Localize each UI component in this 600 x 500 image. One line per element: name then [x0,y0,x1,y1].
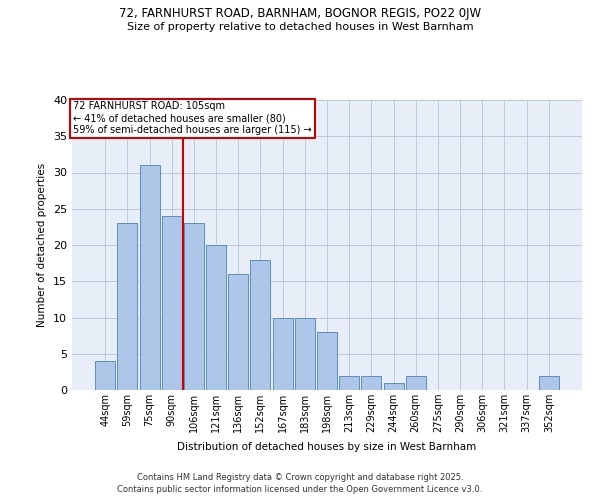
Y-axis label: Number of detached properties: Number of detached properties [37,163,47,327]
Bar [162,216,182,390]
Bar [339,376,359,390]
Bar [317,332,337,390]
Bar [361,376,382,390]
Bar [140,165,160,390]
Text: Contains HM Land Registry data © Crown copyright and database right 2025.: Contains HM Land Registry data © Crown c… [137,472,463,482]
Bar [272,318,293,390]
Bar [95,361,115,390]
Bar [539,376,559,390]
Bar [206,245,226,390]
Text: Size of property relative to detached houses in West Barnham: Size of property relative to detached ho… [127,22,473,32]
Text: 72, FARNHURST ROAD, BARNHAM, BOGNOR REGIS, PO22 0JW: 72, FARNHURST ROAD, BARNHAM, BOGNOR REGI… [119,8,481,20]
Bar [184,223,204,390]
Bar [118,223,137,390]
Text: Distribution of detached houses by size in West Barnham: Distribution of detached houses by size … [178,442,476,452]
Text: Contains public sector information licensed under the Open Government Licence v3: Contains public sector information licen… [118,485,482,494]
Bar [383,383,404,390]
Bar [295,318,315,390]
Bar [228,274,248,390]
Bar [250,260,271,390]
Text: 72 FARNHURST ROAD: 105sqm
← 41% of detached houses are smaller (80)
59% of semi-: 72 FARNHURST ROAD: 105sqm ← 41% of detac… [73,102,311,134]
Bar [406,376,426,390]
